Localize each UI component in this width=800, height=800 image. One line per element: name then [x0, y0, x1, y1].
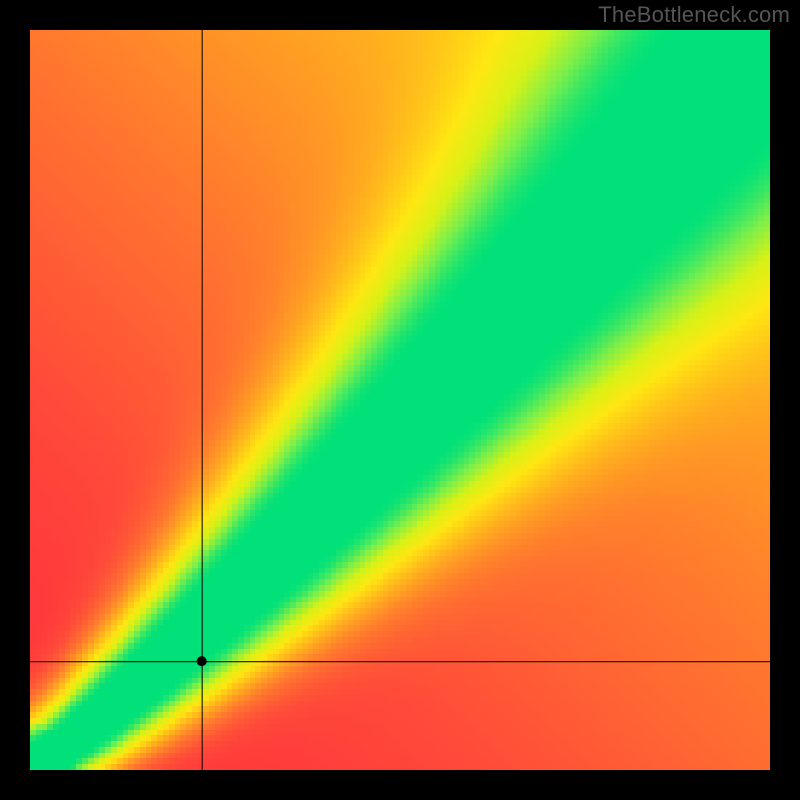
chart-container: TheBottleneck.com — [0, 0, 800, 800]
watermark-text: TheBottleneck.com — [598, 2, 790, 28]
bottleneck-heatmap — [30, 30, 770, 770]
